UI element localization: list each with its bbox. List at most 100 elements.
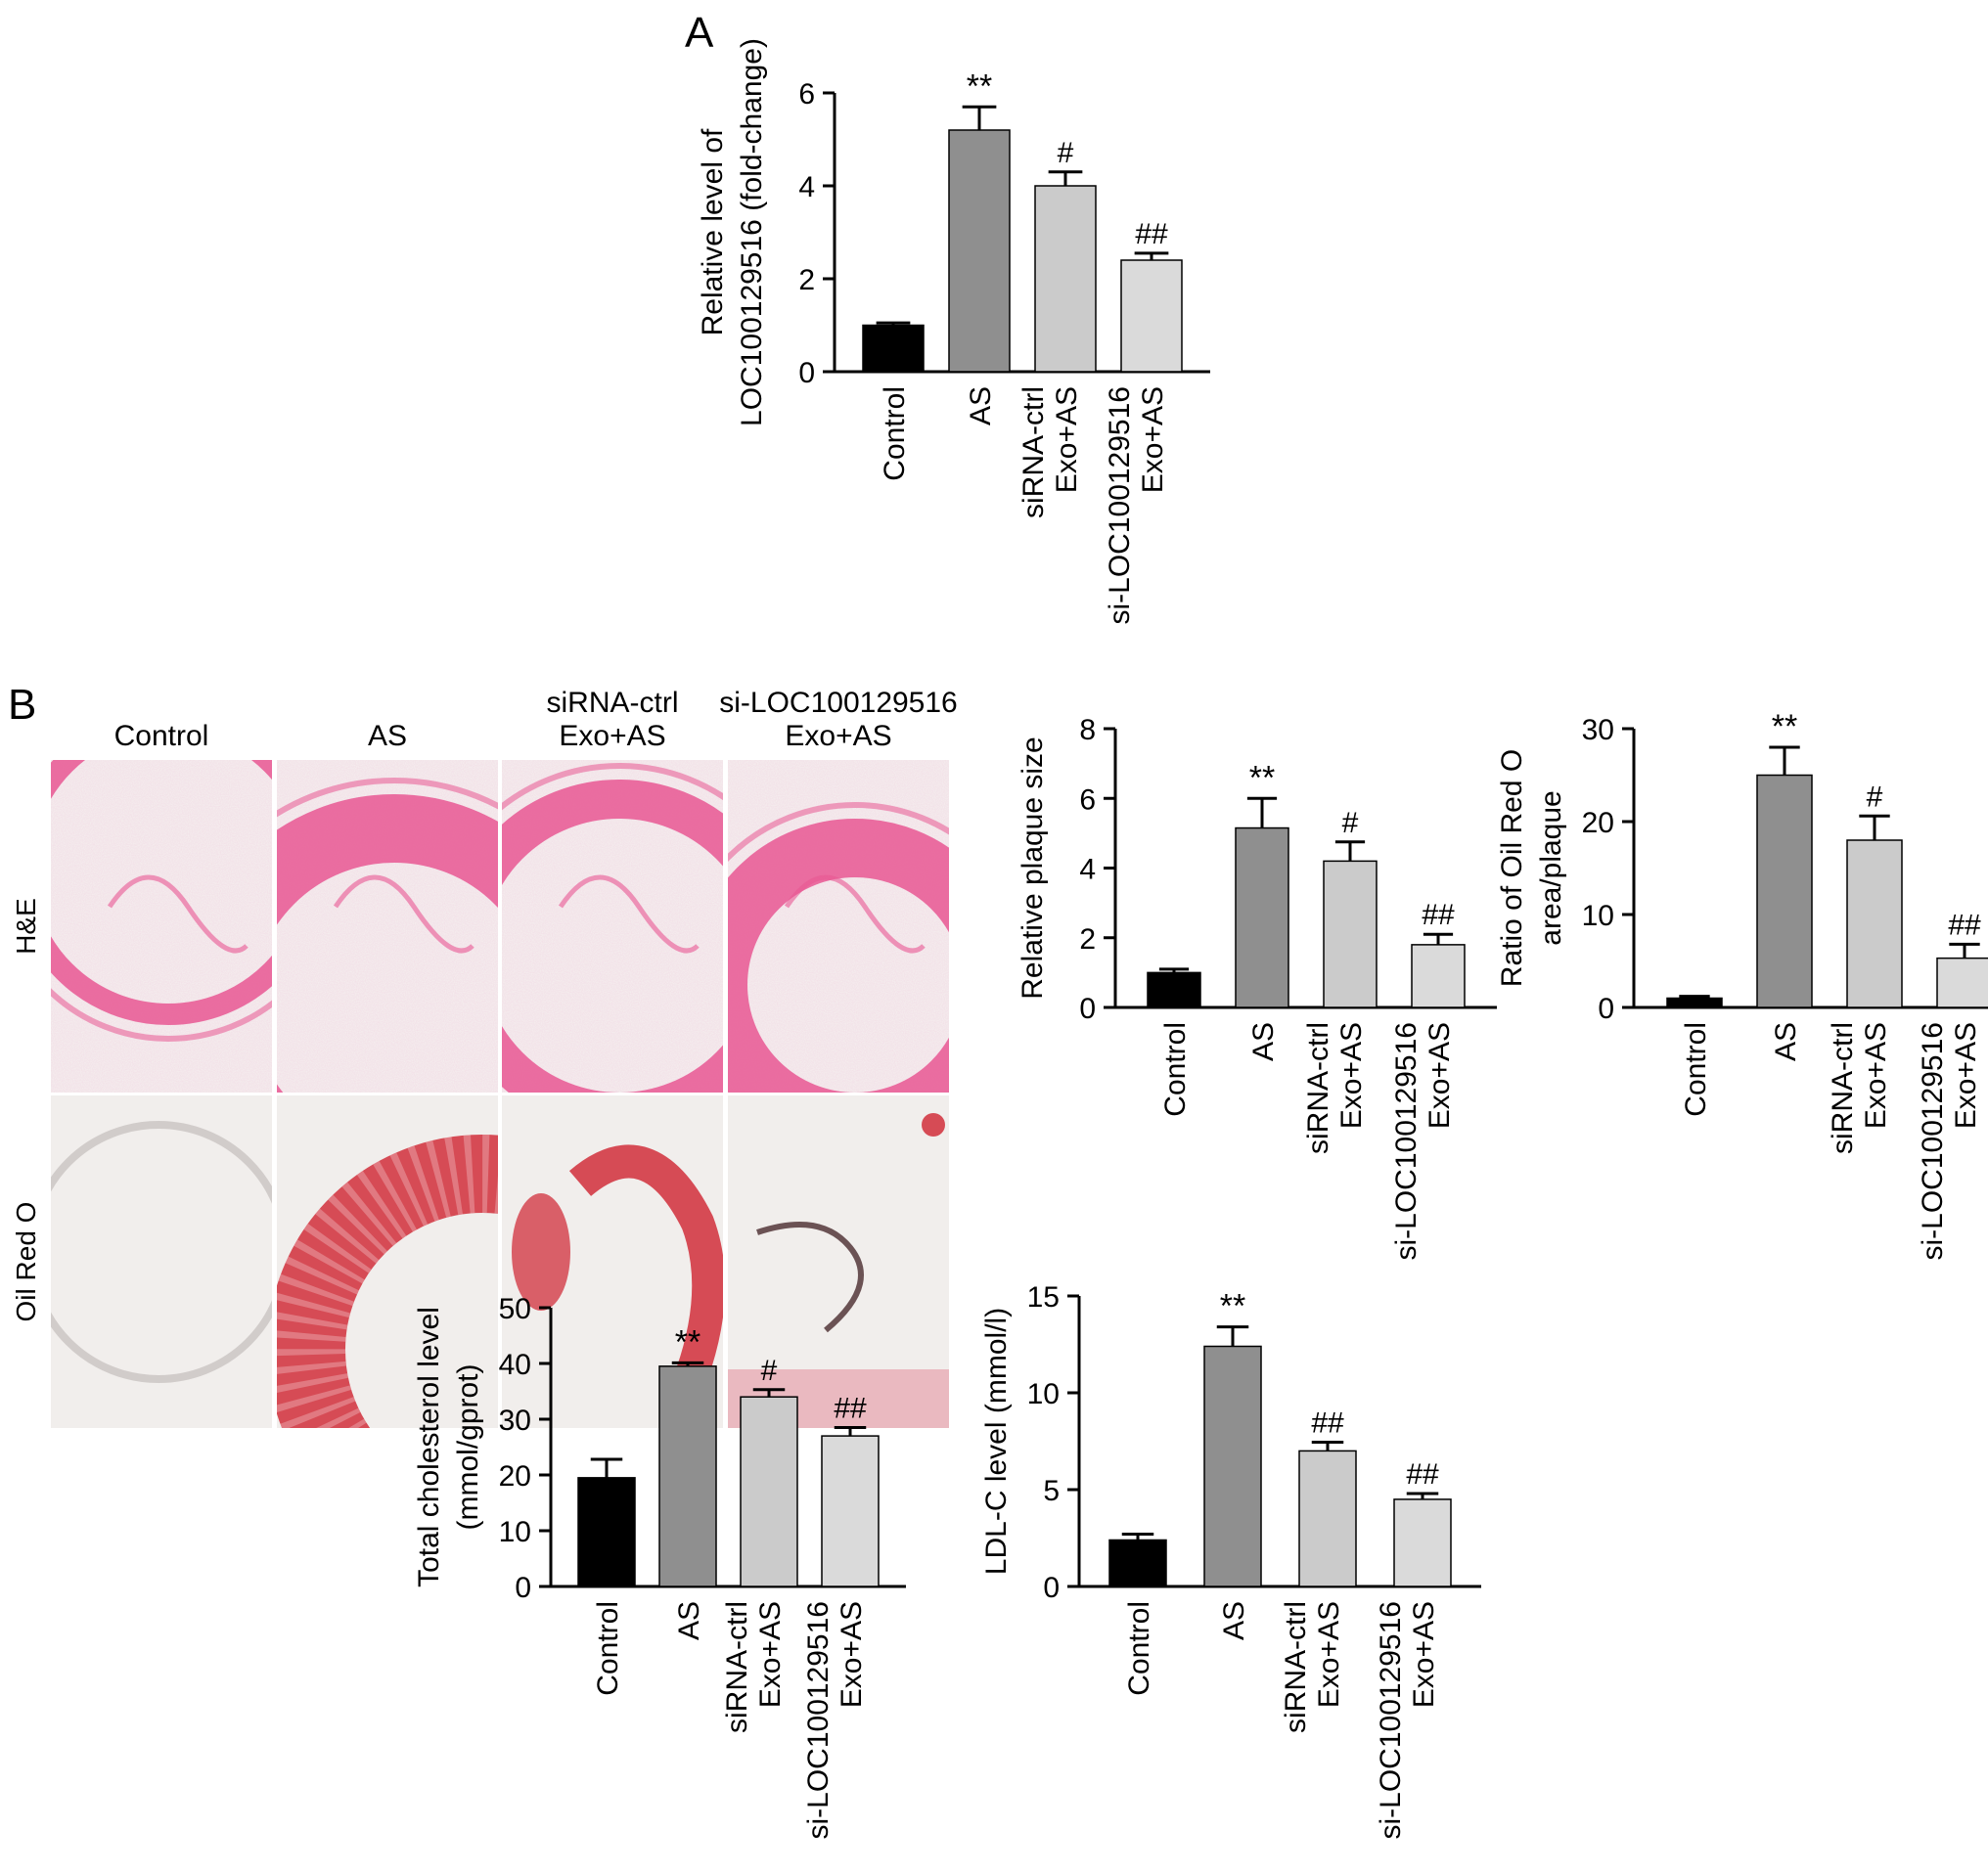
bar <box>1411 944 1466 1008</box>
bar <box>1666 997 1723 1008</box>
category-label: Exo+AS <box>1408 1601 1440 1708</box>
oil-red-o-image <box>502 1095 723 1428</box>
y-tick-label: 6 <box>798 78 815 111</box>
significance-label: # <box>1342 807 1359 839</box>
chart-relative-level: 0 2 4 6 Relative level of LOC100129516 (fold-… <box>697 38 1210 625</box>
y-tick-label: 15 <box>1027 1281 1060 1314</box>
y-tick-label: 0 <box>515 1572 531 1604</box>
oil-lipid-plaque <box>277 1135 498 1428</box>
category-label: Control <box>1123 1601 1155 1696</box>
significance-label: ## <box>1311 1406 1344 1439</box>
significance-label: ** <box>1220 1288 1245 1325</box>
y-tick-label: 0 <box>798 357 815 389</box>
category-label: Control <box>879 386 911 481</box>
significance-label: ** <box>1772 708 1797 745</box>
significance-label: ## <box>834 1393 867 1425</box>
y-tick-label: 4 <box>798 171 815 203</box>
y-axis-title: area/plaque <box>1535 790 1567 945</box>
y-tick-label: 2 <box>798 264 815 296</box>
y-tick-label: 4 <box>1079 854 1096 886</box>
oil-lipid-plaque <box>568 1144 723 1416</box>
y-tick-label: 0 <box>1079 993 1096 1025</box>
row-header: Oil Red O <box>11 1202 41 1322</box>
category-label: Exo+AS <box>1313 1601 1345 1708</box>
chart-ldl-c: 0 5 10 15 LDL-C level (mmol/l) Control ** AS ## s… <box>980 1281 1481 1840</box>
column-header: AS <box>368 720 407 752</box>
he-image <box>51 760 272 1093</box>
category-label: Exo+AS <box>1335 1022 1368 1129</box>
category-label: siRNA-ctrl <box>1302 1022 1334 1154</box>
oil-lipid-texture <box>277 1135 498 1428</box>
bar <box>862 324 925 373</box>
category-label: Exo+AS <box>754 1601 787 1708</box>
category-label: Exo+AS <box>836 1601 868 1708</box>
bar <box>1756 774 1813 1008</box>
oil-red-o-image <box>51 1095 272 1428</box>
category-label: si-LOC100129516 <box>1390 1022 1423 1261</box>
bar <box>1393 1498 1452 1587</box>
oil-red-o-image <box>277 1095 498 1428</box>
he-image <box>502 760 723 1093</box>
oil-lipid-spot <box>922 1113 945 1137</box>
he-tissue-group <box>51 760 272 1093</box>
he-grain <box>502 760 723 1093</box>
column-header: si-LOC100129516 <box>719 687 958 719</box>
category-label: AS <box>1247 1022 1280 1061</box>
y-tick-label: 10 <box>1027 1378 1060 1410</box>
y-tick-label: 20 <box>1582 807 1614 839</box>
oil-red-o-image <box>728 1095 949 1428</box>
category-label: Control <box>1159 1022 1192 1117</box>
bar <box>1120 259 1183 373</box>
y-axis-title: Ratio of Oil Red O <box>1496 749 1528 987</box>
significance-label: ** <box>675 1323 700 1361</box>
y-tick-label: 10 <box>1582 900 1614 932</box>
category-label: si-LOC100129516 <box>1375 1601 1407 1840</box>
histology-panel: Control ASsiRNA-ctrlExo+ASsi-LOC100129516… <box>11 687 958 1428</box>
he-tissue-group <box>728 760 949 1093</box>
significance-label: # <box>761 1355 778 1387</box>
category-label: si-LOC100129516 <box>802 1601 835 1840</box>
category-label: siRNA-ctrl <box>1827 1022 1859 1154</box>
y-tick-label: 40 <box>499 1349 531 1381</box>
he-image <box>277 760 498 1093</box>
y-tick-label: 30 <box>1582 714 1614 746</box>
he-grain <box>51 760 272 1093</box>
category-label: Exo+AS <box>1051 386 1083 493</box>
bar <box>1147 971 1201 1008</box>
chart-total-cholesterol: 0 10 20 30 40 50 Total cholesterol level (mmol/… <box>413 1293 906 1840</box>
y-tick-label: 8 <box>1079 714 1096 746</box>
y-tick-label: 50 <box>499 1293 531 1325</box>
category-label: si-LOC100129516 <box>1104 386 1136 625</box>
y-tick-label: 20 <box>499 1460 531 1493</box>
y-tick-label: 10 <box>499 1516 531 1548</box>
category-label: Control <box>1680 1022 1712 1117</box>
bar <box>658 1365 717 1587</box>
y-axis-title: LDL-C level (mmol/l) <box>980 1308 1013 1575</box>
category-label: siRNA-ctrl <box>721 1601 753 1733</box>
oil-tissue-group <box>512 1144 723 1416</box>
oil-vessel-outline <box>51 1121 272 1383</box>
category-label: Exo+AS <box>1950 1022 1982 1129</box>
significance-label: ** <box>967 67 992 105</box>
y-axis-title: Relative plaque size <box>1017 737 1049 1000</box>
oil-tissue-group <box>277 1135 498 1428</box>
category-label: Exo+AS <box>1137 386 1169 493</box>
bar <box>1298 1450 1357 1587</box>
significance-label: ## <box>1406 1458 1439 1491</box>
significance-label: ## <box>1948 909 1981 941</box>
y-axis-title: (mmol/gprot) <box>452 1363 484 1530</box>
panel-label-b: B <box>8 681 36 729</box>
bar <box>1108 1539 1167 1587</box>
category-label: AS <box>965 386 997 425</box>
y-tick-label: 5 <box>1043 1475 1060 1507</box>
oil-lipid-deposit <box>512 1193 570 1311</box>
column-header: Exo+AS <box>559 720 665 752</box>
significance-label: # <box>1058 137 1074 169</box>
category-label: siRNA-ctrl <box>1017 386 1050 518</box>
bar <box>577 1477 636 1587</box>
he-tissue-group <box>502 760 723 1093</box>
category-label: AS <box>1770 1022 1802 1061</box>
bar <box>948 129 1011 373</box>
column-header: Exo+AS <box>785 720 891 752</box>
